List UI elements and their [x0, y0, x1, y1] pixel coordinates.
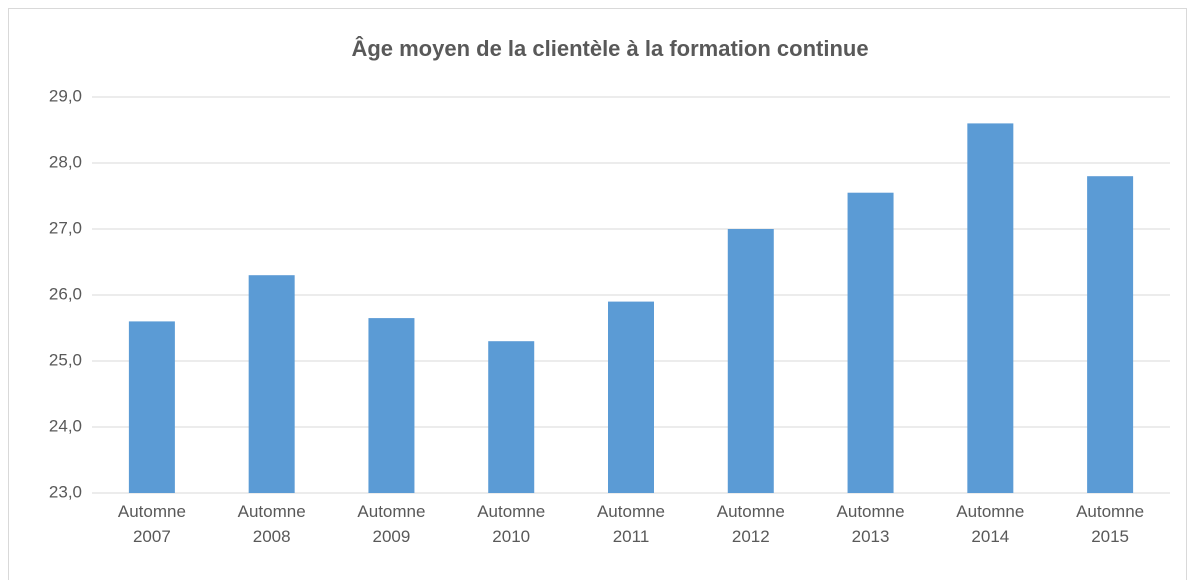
bar	[488, 341, 535, 493]
y-tick-label: 29,0	[49, 86, 82, 105]
x-tick-label: Automne 2010	[477, 502, 545, 546]
bar	[608, 301, 654, 493]
y-tick-label: 24,0	[49, 416, 82, 435]
y-tick-label: 26,0	[49, 284, 82, 303]
bar	[847, 192, 894, 493]
y-tick-label: 23,0	[49, 482, 82, 501]
chart-title: Âge moyen de la clientèle à la formation…	[351, 36, 868, 61]
bar	[1087, 176, 1134, 493]
x-tick-label: Automne 2015	[1076, 502, 1144, 546]
bar	[128, 321, 175, 493]
bar	[368, 318, 415, 493]
bar	[248, 275, 295, 493]
x-tick-label: Automne 2013	[837, 502, 905, 546]
x-tick-label: Automne 2008	[238, 502, 306, 546]
bar	[727, 229, 774, 493]
bar	[967, 123, 1014, 494]
y-tick-label: 27,0	[49, 218, 82, 237]
y-tick-label: 25,0	[49, 350, 82, 369]
x-tick-label: Automne 2014	[956, 502, 1024, 546]
x-tick-label: Automne 2007	[118, 502, 186, 546]
y-tick-label: 28,0	[49, 152, 82, 171]
x-tick-label: Automne 2011	[597, 502, 665, 546]
x-tick-label: Automne 2009	[357, 502, 425, 546]
x-tick-label: Automne 2012	[717, 502, 785, 546]
